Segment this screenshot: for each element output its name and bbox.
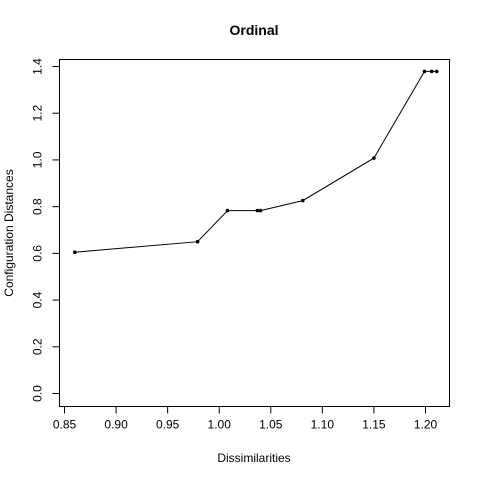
data-point <box>255 208 260 213</box>
y-tick-label: 0.0 <box>31 385 45 402</box>
y-tick-label: 0.2 <box>31 338 45 355</box>
data-point <box>195 239 200 244</box>
y-axis: 0.0 0.2 0.4 0.6 0.8 1.0 1.2 1.4 <box>31 58 60 402</box>
x-tick-label: 1.10 <box>311 418 335 432</box>
data-point <box>429 69 434 74</box>
data-points <box>73 69 439 254</box>
data-point <box>301 198 305 203</box>
x-tick-label: 1.15 <box>362 418 386 432</box>
y-tick-label: 1.0 <box>31 151 45 168</box>
data-point <box>73 250 77 254</box>
y-tick-label: 1.4 <box>31 58 45 75</box>
y-tick-label: 0.4 <box>31 291 45 308</box>
x-tick-label: 1.05 <box>259 418 283 432</box>
x-axis: 0.85 0.90 0.95 1.00 1.05 1.10 1.15 1.20 <box>53 406 438 432</box>
y-tick-label: 0.6 <box>31 245 45 262</box>
data-point <box>435 69 439 74</box>
chart-title: Ordinal <box>229 22 278 38</box>
data-point <box>225 208 230 213</box>
x-tick-label: 1.00 <box>208 418 232 432</box>
data-point <box>258 208 263 213</box>
x-tick-label: 1.20 <box>414 418 438 432</box>
data-point <box>372 156 376 160</box>
data-point <box>422 69 427 74</box>
plot-frame <box>59 59 450 407</box>
y-axis-label: Configuration Distances <box>2 169 16 296</box>
y-tick-label: 0.8 <box>31 198 45 215</box>
x-tick-label: 0.90 <box>104 418 128 432</box>
x-axis-label: Dissimilarities <box>217 451 290 465</box>
x-tick-label: 0.85 <box>53 418 77 432</box>
x-tick-label: 0.95 <box>156 418 180 432</box>
fit-line <box>74 70 437 253</box>
y-tick-label: 1.2 <box>31 105 45 122</box>
